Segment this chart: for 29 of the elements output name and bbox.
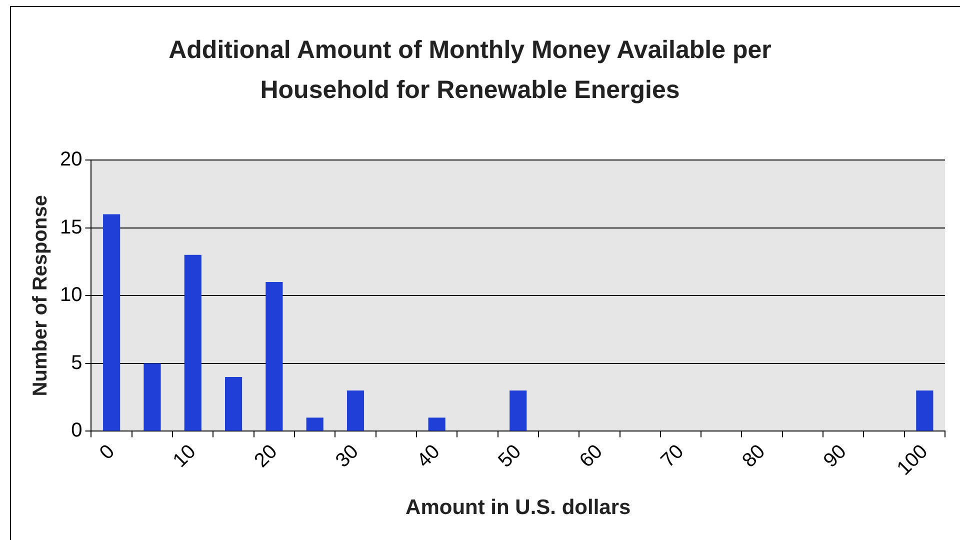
x-tick-label: 20 (250, 440, 282, 472)
x-tick-label: 90 (820, 440, 851, 472)
bar (428, 418, 446, 431)
x-tick-label: 10 (169, 440, 200, 472)
bar (184, 254, 202, 431)
y-tick-label: 15 (60, 216, 82, 238)
bar (306, 418, 324, 431)
x-tick-label: 100 (892, 440, 932, 480)
x-tick-label: 80 (738, 440, 770, 472)
x-tick-label: 30 (332, 440, 363, 472)
y-tick-label: 10 (60, 284, 82, 306)
y-axis-title: Number of Response (30, 195, 52, 396)
x-axis-title: Amount in U.S. dollars (406, 496, 631, 520)
bar (266, 282, 283, 431)
x-tick-label: 70 (656, 440, 688, 472)
bar (225, 376, 242, 431)
bar (916, 390, 934, 431)
x-tick-label: 60 (576, 440, 607, 472)
x-tick-label: 50 (494, 440, 526, 472)
bar (144, 363, 161, 431)
bar (510, 390, 527, 431)
y-tick-label: 5 (71, 352, 82, 374)
bar (346, 390, 364, 431)
x-tick-label: 0 (96, 440, 120, 464)
y-tick-label: 0 (71, 420, 82, 442)
chart-title: Additional Amount of Monthly Money Available per Household for Renewable Energies (168, 35, 772, 106)
x-tick-label: 40 (412, 440, 444, 472)
bar (103, 214, 120, 431)
y-tick-label: 20 (60, 148, 82, 171)
